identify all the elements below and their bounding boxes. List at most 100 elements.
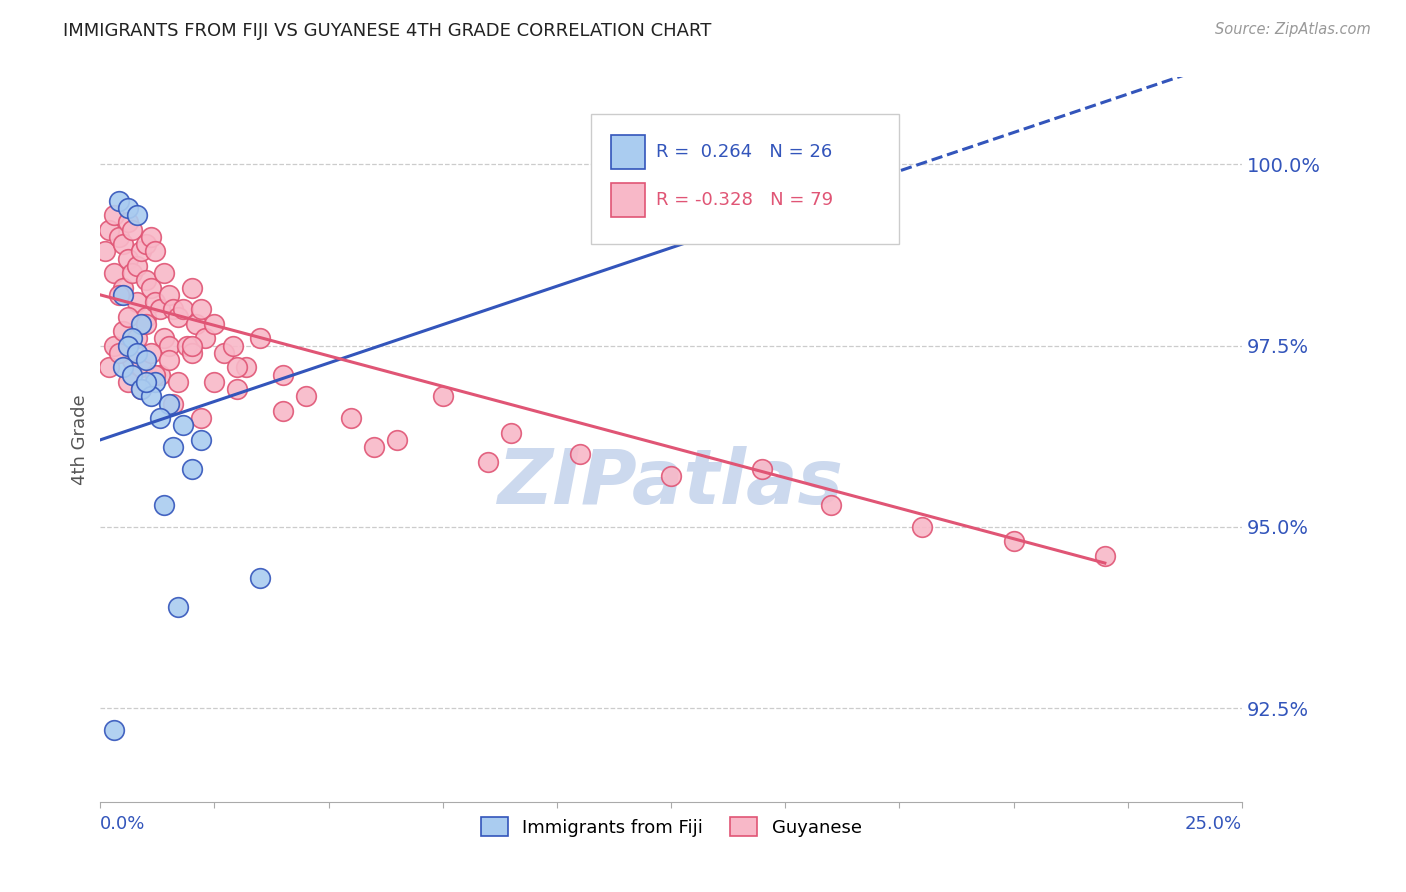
Point — [98, 222, 121, 236]
Point — [249, 571, 271, 585]
Point — [117, 338, 139, 352]
Text: Source: ZipAtlas.com: Source: ZipAtlas.com — [1215, 22, 1371, 37]
Point — [706, 121, 728, 136]
Point — [190, 302, 212, 317]
Point — [135, 273, 157, 287]
FancyBboxPatch shape — [591, 113, 900, 244]
Point — [149, 302, 172, 317]
Point — [117, 201, 139, 215]
Point — [1094, 549, 1116, 563]
Legend: Immigrants from Fiji, Guyanese: Immigrants from Fiji, Guyanese — [474, 810, 869, 844]
Point — [139, 230, 162, 244]
Point — [103, 723, 125, 737]
Point — [117, 375, 139, 389]
Point — [135, 237, 157, 252]
Text: 0.0%: 0.0% — [100, 815, 146, 833]
Point — [235, 360, 257, 375]
Point — [121, 353, 143, 368]
Point — [226, 382, 249, 396]
Point — [153, 331, 176, 345]
Point — [204, 375, 226, 389]
Point — [135, 353, 157, 368]
Point — [180, 338, 202, 352]
FancyBboxPatch shape — [610, 183, 645, 218]
Point — [135, 310, 157, 324]
Point — [117, 215, 139, 229]
Point — [820, 498, 842, 512]
Point — [143, 375, 166, 389]
Point — [153, 266, 176, 280]
Point — [125, 346, 148, 360]
Point — [295, 389, 318, 403]
Point — [94, 244, 117, 259]
Text: 25.0%: 25.0% — [1185, 815, 1241, 833]
Point — [162, 302, 184, 317]
Point — [186, 317, 208, 331]
Point — [194, 331, 217, 345]
Point — [167, 375, 190, 389]
Point — [911, 520, 934, 534]
Point — [107, 230, 129, 244]
Text: ZIPatlas: ZIPatlas — [498, 446, 844, 520]
Point — [162, 396, 184, 410]
Point — [121, 331, 143, 345]
Point — [107, 194, 129, 208]
Point — [190, 411, 212, 425]
Text: R =  0.264   N = 26: R = 0.264 N = 26 — [657, 143, 832, 161]
Point — [112, 288, 135, 302]
Point — [103, 208, 125, 222]
Point — [107, 288, 129, 302]
Point — [139, 389, 162, 403]
Point — [139, 346, 162, 360]
Point — [125, 208, 148, 222]
Point — [1002, 534, 1025, 549]
Point — [112, 280, 135, 294]
Y-axis label: 4th Grade: 4th Grade — [72, 394, 89, 485]
Point — [143, 368, 166, 382]
Point — [363, 440, 385, 454]
Point — [249, 331, 271, 345]
Point — [190, 433, 212, 447]
Point — [180, 462, 202, 476]
Point — [153, 498, 176, 512]
Point — [143, 295, 166, 310]
Point — [204, 317, 226, 331]
Point — [149, 368, 172, 382]
Point — [167, 599, 190, 614]
Point — [131, 382, 153, 396]
Text: IMMIGRANTS FROM FIJI VS GUYANESE 4TH GRADE CORRELATION CHART: IMMIGRANTS FROM FIJI VS GUYANESE 4TH GRA… — [63, 22, 711, 40]
Point — [180, 280, 202, 294]
Point — [157, 288, 180, 302]
Point — [103, 338, 125, 352]
Point — [340, 411, 363, 425]
Point — [121, 222, 143, 236]
Point — [131, 360, 153, 375]
Point — [131, 317, 153, 331]
Point — [135, 317, 157, 331]
Point — [222, 338, 245, 352]
Point — [131, 382, 153, 396]
Point — [103, 266, 125, 280]
Point — [751, 462, 773, 476]
Point — [112, 324, 135, 338]
Point — [501, 425, 523, 440]
Point — [135, 375, 157, 389]
Point — [167, 310, 190, 324]
Point — [659, 469, 682, 483]
Point — [117, 310, 139, 324]
Point — [125, 331, 148, 345]
Point — [226, 360, 249, 375]
Point — [121, 266, 143, 280]
Point — [477, 454, 499, 468]
Point — [172, 302, 194, 317]
Point — [125, 295, 148, 310]
Point — [139, 280, 162, 294]
Point — [180, 346, 202, 360]
Point — [157, 338, 180, 352]
Point — [172, 418, 194, 433]
Point — [112, 237, 135, 252]
Point — [157, 396, 180, 410]
Point — [271, 368, 294, 382]
FancyBboxPatch shape — [610, 135, 645, 169]
Text: R = -0.328   N = 79: R = -0.328 N = 79 — [657, 191, 834, 209]
